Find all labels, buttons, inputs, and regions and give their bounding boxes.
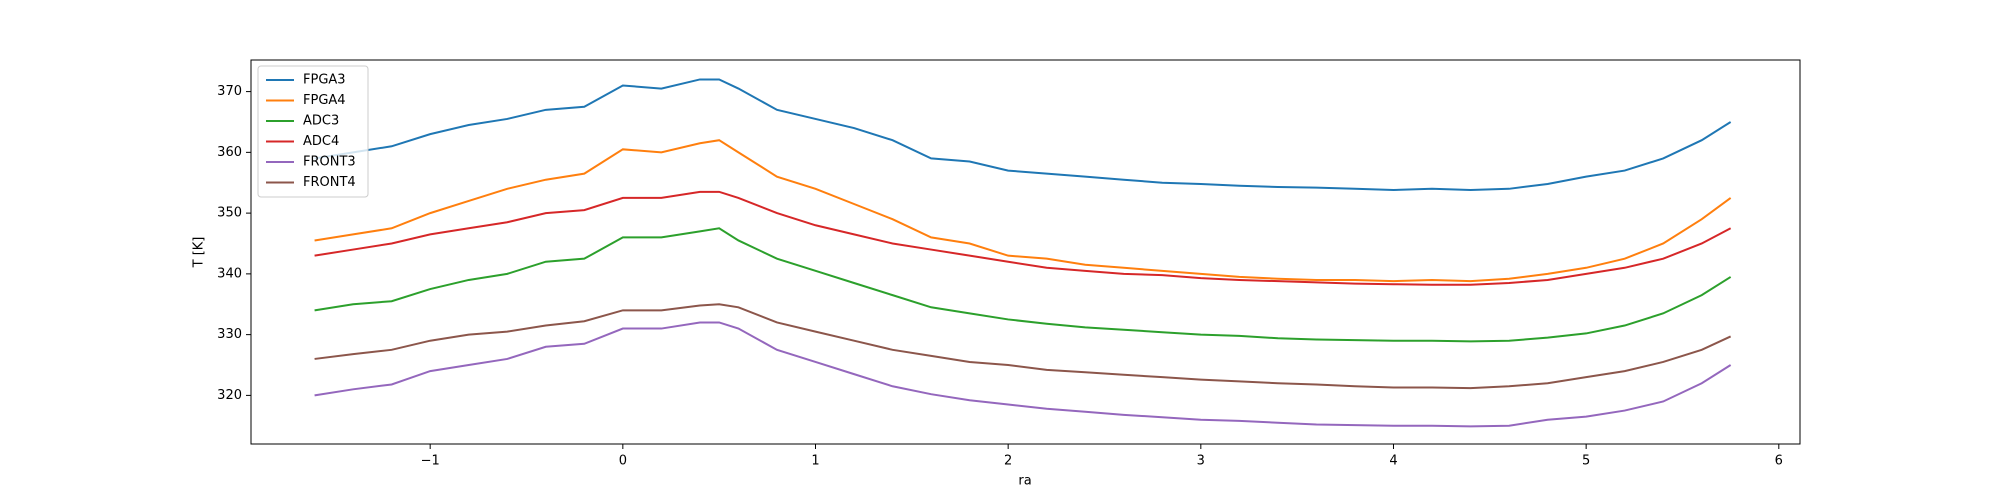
- series-line: [314, 139, 1732, 283]
- series-line: [314, 227, 1732, 343]
- y-tick-label: 320: [217, 388, 242, 403]
- y-tick-label: 370: [217, 84, 242, 99]
- legend-label: FRONT4: [303, 175, 356, 190]
- x-tick-label: 2: [1004, 454, 1012, 469]
- legend-label: FRONT3: [303, 155, 356, 170]
- series-line: [314, 303, 1732, 390]
- legend-box: [257, 65, 369, 198]
- series-line: [314, 78, 1732, 192]
- y-tick-label: 330: [217, 327, 242, 342]
- legend-label: ADC3: [303, 114, 339, 129]
- x-tick-label: 0: [619, 454, 627, 469]
- x-tick-label: 6: [1775, 454, 1783, 469]
- legend-label: FPGA4: [303, 93, 346, 108]
- series-line: [314, 321, 1732, 428]
- legend-label: FPGA3: [303, 73, 346, 88]
- plot-frame: [250, 59, 1801, 445]
- y-tick-label: 360: [217, 145, 242, 160]
- x-tick-label: 4: [1389, 454, 1397, 469]
- y-axis-label: T [K]: [192, 237, 207, 269]
- x-tick-label: 5: [1582, 454, 1590, 469]
- x-tick-label: 3: [1197, 454, 1205, 469]
- y-tick-label: 340: [217, 266, 242, 281]
- x-axis-label: ra: [1018, 474, 1031, 489]
- legend-label: ADC4: [303, 134, 339, 149]
- y-tick-label: 350: [217, 206, 242, 221]
- x-tick-label: −1: [421, 454, 440, 469]
- series-line: [314, 190, 1732, 286]
- x-tick-label: 1: [811, 454, 819, 469]
